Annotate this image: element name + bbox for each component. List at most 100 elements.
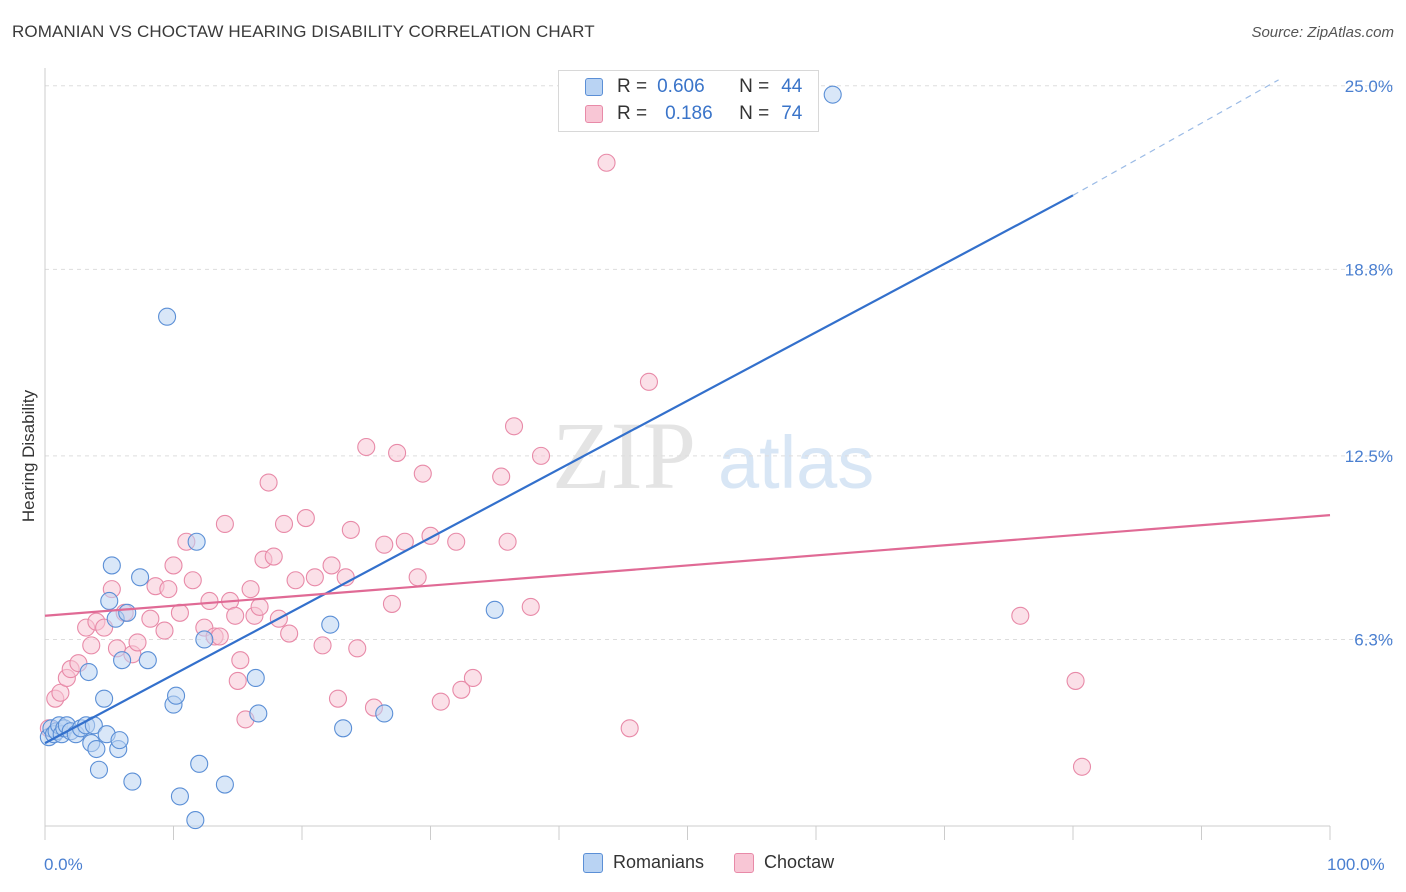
- choctaw-point: [431, 692, 450, 711]
- choctaw-point: [408, 568, 427, 587]
- romanians-trend-line: [44, 194, 1074, 745]
- choctaw-point: [1011, 606, 1030, 625]
- romanians-point: [321, 615, 340, 634]
- choctaw-point: [498, 532, 517, 551]
- watermark-atlas: atlas: [718, 421, 874, 504]
- choctaw-point: [341, 520, 360, 539]
- legend-r-value: 0.606: [657, 76, 705, 97]
- romanians-swatch: [585, 78, 603, 96]
- choctaw-point: [1072, 757, 1092, 776]
- legend-n-label: N =: [739, 76, 770, 97]
- choctaw-point: [597, 153, 616, 172]
- romanians-point: [118, 603, 137, 622]
- choctaw-point: [639, 372, 659, 391]
- choctaw-point: [305, 568, 324, 587]
- romanians-point: [102, 556, 121, 575]
- choctaw-point: [447, 532, 466, 551]
- romanians-point: [334, 719, 353, 738]
- romanians-point: [100, 591, 119, 611]
- romanians-point: [110, 731, 129, 750]
- romanians-point: [95, 689, 114, 708]
- romanians-point: [131, 568, 150, 587]
- romanians-point: [89, 760, 109, 779]
- choctaw-point: [210, 627, 229, 646]
- chart-title: ROMANIAN VS CHOCTAW HEARING DISABILITY C…: [12, 22, 595, 41]
- choctaw-point: [357, 437, 376, 457]
- choctaw-point: [141, 609, 160, 628]
- romanians-point: [138, 651, 157, 670]
- romanians-point: [87, 739, 106, 759]
- romanians-point: [187, 532, 206, 551]
- x-tick-label-max: 100.0%: [1327, 855, 1385, 874]
- choctaw-point: [620, 719, 639, 738]
- choctaw-swatch: [585, 105, 603, 123]
- romanians-point: [113, 651, 132, 670]
- legend-n-value: 44: [781, 76, 803, 97]
- choctaw-point: [164, 556, 183, 575]
- choctaw-point: [348, 639, 367, 658]
- romanians-point: [375, 704, 394, 723]
- romanians-point: [823, 85, 842, 104]
- romanians-point: [79, 662, 98, 682]
- choctaw-point: [313, 636, 332, 655]
- stats-legend: R = 0.606 N = 44 R = 0.186 N = 74: [558, 70, 819, 132]
- choctaw-point: [531, 446, 551, 465]
- romanians-point: [249, 704, 268, 723]
- choctaw-point: [264, 547, 283, 566]
- y-tick-label: 25.0%: [1345, 77, 1393, 96]
- choctaw-point: [328, 689, 348, 708]
- choctaw-point: [274, 514, 294, 534]
- legend-r-label: R =: [617, 103, 648, 124]
- y-tick-labels: 6.3% 12.5% 18.8% 25.0%: [1345, 77, 1393, 650]
- choctaw-point: [504, 417, 524, 436]
- choctaw-point: [231, 651, 250, 670]
- choctaw-point: [159, 580, 178, 599]
- choctaw-point: [286, 571, 305, 590]
- legend-row-romanians: R = 0.606 N = 44: [585, 74, 802, 100]
- choctaw-point: [375, 535, 394, 554]
- choctaw-point: [128, 633, 147, 652]
- y-tick-label: 6.3%: [1354, 630, 1393, 649]
- romanians-point: [123, 772, 142, 791]
- romanians-point: [195, 630, 214, 649]
- series-legend: Romanians Choctaw: [583, 852, 864, 873]
- trend-lines: [44, 79, 1331, 745]
- legend-r-value: 0.186: [665, 103, 713, 124]
- choctaw-point: [259, 473, 278, 492]
- choctaw-point: [155, 621, 174, 640]
- choctaw-point: [413, 464, 432, 483]
- choctaw-point: [388, 443, 407, 462]
- choctaw-trend-line: [44, 514, 1331, 617]
- choctaw-point: [200, 591, 219, 611]
- choctaw-point: [82, 636, 101, 655]
- y-tick-label: 12.5%: [1345, 447, 1393, 466]
- choctaw-point: [226, 606, 245, 625]
- romanians-point: [246, 668, 265, 688]
- legend-n-label: N =: [739, 103, 770, 124]
- choctaw-point: [183, 571, 202, 590]
- x-tick-label-min: 0.0%: [44, 855, 83, 874]
- choctaw-point: [1066, 671, 1085, 690]
- gridlines: [45, 85, 1395, 640]
- choctaw-point: [250, 597, 269, 616]
- choctaw-point: [322, 556, 341, 575]
- legend-item-romanians: Romanians: [583, 852, 704, 873]
- romanians-point: [158, 307, 177, 326]
- source-label: Source: ZipAtlas.com: [1251, 24, 1394, 41]
- legend-label-choctaw: Choctaw: [764, 852, 835, 872]
- legend-row-choctaw: R = 0.186 N = 74: [585, 101, 802, 127]
- romanians-point: [485, 600, 504, 619]
- choctaw-point: [382, 594, 402, 613]
- romanians-point: [170, 787, 189, 806]
- choctaw-point: [296, 509, 315, 528]
- romanians-legend-swatch: [583, 852, 603, 873]
- choctaw-legend-swatch: [734, 852, 755, 873]
- legend-r-label: R =: [617, 76, 648, 97]
- legend-label-romanians: Romanians: [613, 852, 705, 872]
- romanians-point: [167, 686, 186, 705]
- romanians-trend-extension: [1072, 79, 1279, 196]
- choctaw-point: [280, 624, 299, 643]
- choctaw-point: [215, 514, 234, 534]
- choctaw-point: [521, 597, 540, 616]
